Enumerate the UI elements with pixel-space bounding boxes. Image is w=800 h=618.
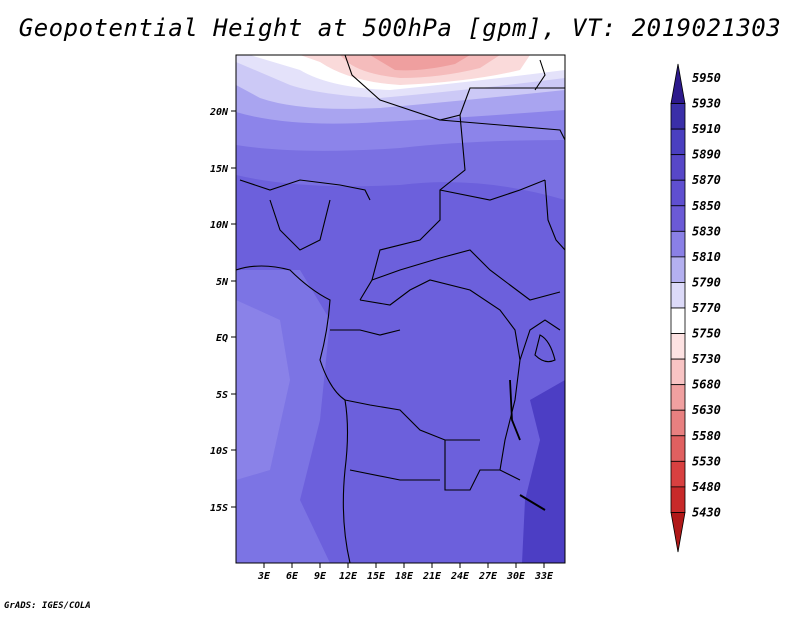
lat-label: 15S xyxy=(210,503,228,514)
colorbar-label: 5750 xyxy=(692,327,721,341)
colorbar: 5950 5930 5910 5890 5870 5850 5830 5810 5790 5770… xyxy=(670,63,721,553)
lon-label: 3E xyxy=(257,571,271,582)
lon-label: 18E xyxy=(395,571,414,582)
colorbar-swatch xyxy=(670,333,686,360)
colorbar-swatch xyxy=(670,282,686,309)
map-title: Geopotential Height at 500hPa [gpm], VT:… xyxy=(18,14,782,42)
credit-label: GrADS: IGES/COLA xyxy=(4,601,91,611)
colorbar-label: 5630 xyxy=(692,403,721,417)
angola-drc-border xyxy=(344,399,480,441)
nigeria-border xyxy=(269,199,331,251)
lon-axis: 3E 6E 9E 12E 15E 18E 21E 24E 27E 30E 33E xyxy=(257,563,554,582)
colorbar-label: 5680 xyxy=(692,378,721,392)
field-se-dark xyxy=(522,380,565,563)
colorbar-swatch xyxy=(670,307,686,334)
sahel-border xyxy=(239,179,371,201)
colorbar-swatch xyxy=(670,154,686,181)
lon-label: 30E xyxy=(506,571,526,582)
ethiopia-border xyxy=(544,179,565,251)
colorbar-swatch xyxy=(670,512,686,553)
lon-label: 33E xyxy=(534,571,554,582)
lat-label: EQ xyxy=(216,333,228,344)
colorbar-label: 5890 xyxy=(692,148,721,162)
colorbar-label: 5480 xyxy=(692,480,721,494)
colorbar-label: 5430 xyxy=(692,505,721,519)
lon-label: 9E xyxy=(314,571,327,582)
colorbar-label: 5530 xyxy=(692,454,721,468)
colorbar-label: 5950 xyxy=(692,71,721,85)
lake-tanganyika xyxy=(509,379,521,441)
colorbar-label: 5830 xyxy=(692,224,721,238)
lat-label: 10N xyxy=(210,220,229,231)
colorbar-swatch xyxy=(670,358,686,386)
lat-label: 15N xyxy=(210,164,229,175)
red-sea-coast xyxy=(534,59,546,91)
lon-label: 15E xyxy=(367,571,386,582)
lat-label: 10S xyxy=(210,446,228,457)
lake-malawi xyxy=(519,494,546,511)
coastlines-borders xyxy=(236,55,565,563)
east-africa-border xyxy=(519,319,561,361)
lon-label: 27E xyxy=(478,571,498,582)
lon-label: 12E xyxy=(339,571,358,582)
colorbar-swatch xyxy=(670,128,686,156)
colorbar-label: 5580 xyxy=(692,429,721,443)
field-west-light xyxy=(236,300,290,480)
map-frame xyxy=(235,54,566,564)
congo-gabon-border xyxy=(330,329,401,336)
colorbar-swatch xyxy=(670,179,686,207)
colorbar-label: 5850 xyxy=(692,199,721,213)
colorbar-label: 5870 xyxy=(692,173,721,187)
colorbar-swatch xyxy=(670,435,686,462)
lon-label: 21E xyxy=(422,571,442,582)
chad-sudan-border xyxy=(359,114,466,301)
colorbar-label: 5910 xyxy=(692,122,721,136)
colorbar-label: 5730 xyxy=(692,352,721,366)
colorbar-swatch xyxy=(670,63,686,104)
field-band-5680 xyxy=(370,55,470,71)
colorbar-label: 5770 xyxy=(692,301,721,315)
colorbar-swatch xyxy=(670,230,686,258)
colorbar-swatch xyxy=(670,256,686,283)
lat-label: 5S xyxy=(216,390,228,401)
zambia-border xyxy=(444,440,521,491)
colorbar-swatch xyxy=(670,486,686,513)
lake-victoria xyxy=(534,334,556,363)
colorbar-swatch xyxy=(670,384,686,411)
lat-axis: 20N 15N 10N 5N EQ 5S 10S 15S xyxy=(209,107,236,514)
colorbar-swatch xyxy=(670,103,686,130)
car-border xyxy=(371,249,561,301)
lon-label: 24E xyxy=(450,571,470,582)
colorbar-swatch xyxy=(670,409,686,437)
lat-label: 20N xyxy=(209,107,229,118)
west-coastline xyxy=(236,265,351,563)
lat-label: 5N xyxy=(216,277,229,288)
colorbar-label: 5790 xyxy=(692,275,721,289)
height-field xyxy=(236,55,565,563)
colorbar-swatch xyxy=(670,205,686,232)
colorbar-label: 5810 xyxy=(692,250,721,264)
namibia-border xyxy=(349,469,440,481)
colorbar-label: 5930 xyxy=(692,97,721,111)
sudan-border xyxy=(439,179,546,201)
lon-label: 6E xyxy=(286,571,299,582)
colorbar-swatch xyxy=(670,460,686,488)
libya-egypt-border xyxy=(439,119,565,141)
